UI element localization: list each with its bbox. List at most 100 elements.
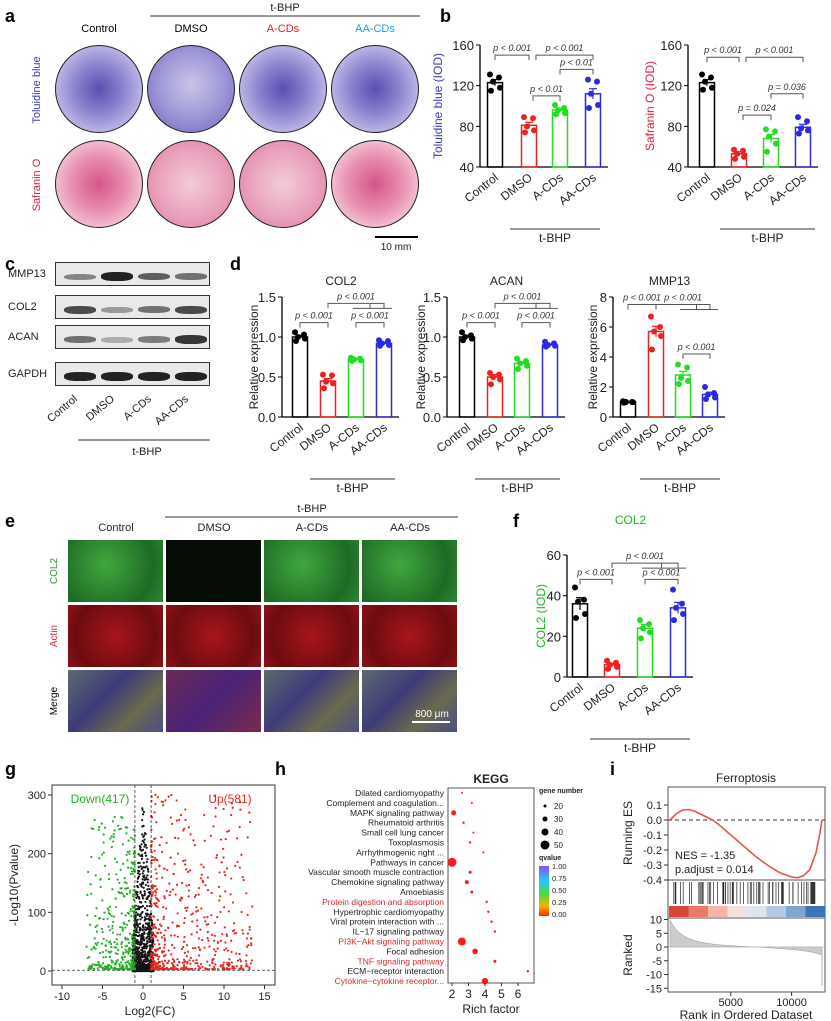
data-point xyxy=(553,111,559,118)
ns-point xyxy=(147,965,150,968)
down-point xyxy=(132,906,135,910)
up-point xyxy=(176,964,179,967)
ns-point xyxy=(146,874,149,877)
up-point xyxy=(198,967,202,970)
up-point xyxy=(157,928,161,931)
up-point xyxy=(170,934,173,937)
up-point xyxy=(158,955,161,958)
data-point xyxy=(594,78,600,85)
down-point xyxy=(122,862,125,865)
down-point xyxy=(120,946,124,949)
up-point xyxy=(185,967,188,970)
down-point xyxy=(113,941,116,944)
up-point xyxy=(183,964,186,967)
down-point xyxy=(111,927,114,930)
term-label: Vascular smooth muscle contraction xyxy=(308,867,444,877)
down-point xyxy=(87,870,90,874)
p-value-label: p < 0.001 xyxy=(703,45,742,55)
down-point xyxy=(100,822,103,825)
x-tick-label: 10000 xyxy=(776,997,807,1009)
ns-point xyxy=(136,923,140,926)
up-point xyxy=(213,948,216,951)
down-point xyxy=(108,905,111,908)
term-label: Chemokine signaling pathway xyxy=(331,877,445,887)
down-point xyxy=(99,878,102,881)
ns-point xyxy=(140,857,144,860)
up-point xyxy=(196,962,199,965)
ns-point xyxy=(134,919,138,922)
ns-point xyxy=(148,940,151,944)
down-point xyxy=(97,828,100,831)
rank-color-strip xyxy=(805,906,825,917)
down-point xyxy=(118,965,121,968)
ns-point xyxy=(141,951,144,954)
up-point xyxy=(176,852,179,855)
ns-point xyxy=(138,957,142,961)
data-point xyxy=(524,123,530,130)
up-point xyxy=(161,804,165,807)
down-point xyxy=(107,950,110,953)
ns-point xyxy=(141,866,144,869)
up-point xyxy=(250,944,253,947)
up-point xyxy=(151,925,154,928)
up-point xyxy=(218,899,221,902)
down-point xyxy=(115,968,118,971)
legend-title: gene number xyxy=(539,788,583,795)
data-point xyxy=(488,381,494,388)
down-point xyxy=(116,878,119,881)
up-point xyxy=(154,961,157,964)
up-point xyxy=(162,950,166,953)
term-label: PI3K−Akt signaling pathway xyxy=(338,937,444,947)
up-point xyxy=(208,945,211,948)
ns-point xyxy=(142,945,146,948)
down-point xyxy=(97,961,100,964)
down-point xyxy=(129,889,132,892)
ns-point xyxy=(148,915,151,918)
down-point xyxy=(104,955,108,959)
ns-point xyxy=(142,886,145,889)
data-point xyxy=(323,378,329,385)
ns-point xyxy=(140,969,143,972)
up-point xyxy=(223,870,226,874)
data-point xyxy=(772,128,778,135)
down-point xyxy=(124,926,127,929)
bar-AA-CDs xyxy=(541,344,559,418)
up-point xyxy=(233,922,236,925)
down-point xyxy=(104,944,107,947)
ns-point xyxy=(151,943,154,946)
term-label: Complement and coagulation... xyxy=(326,798,444,808)
ns-point xyxy=(144,956,148,959)
up-point xyxy=(245,937,249,940)
significance-bracket xyxy=(494,54,530,61)
up-point xyxy=(195,906,198,909)
down-point xyxy=(133,893,136,896)
up-point xyxy=(210,891,213,895)
ns-point xyxy=(139,891,142,895)
ns-point xyxy=(135,921,138,924)
ns-point xyxy=(141,965,145,969)
up-point xyxy=(155,877,158,880)
ns-point xyxy=(136,951,139,954)
data-point xyxy=(562,110,568,117)
down-point xyxy=(93,937,96,940)
down-point xyxy=(129,907,132,911)
down-point xyxy=(132,898,135,901)
legend-dot xyxy=(542,816,548,822)
data-point xyxy=(798,125,804,132)
ns-point xyxy=(143,838,146,841)
nes-annotation: NES = -1.35 xyxy=(675,850,735,862)
protein-band xyxy=(101,306,133,313)
up-point xyxy=(175,925,179,928)
ns-point xyxy=(151,922,154,925)
down-point xyxy=(132,862,135,866)
up-point xyxy=(186,962,189,965)
y-tick-label: 0.0 xyxy=(258,410,276,425)
scale-bar-label: 10 mm xyxy=(381,242,412,253)
column-label-A-CDs: A-CDs xyxy=(267,23,300,35)
up-point xyxy=(188,968,191,971)
up-point xyxy=(154,793,157,797)
group-label: t-BHP xyxy=(664,481,696,495)
ns-point xyxy=(137,861,140,865)
term-dot xyxy=(470,890,474,894)
up-point xyxy=(250,942,253,945)
